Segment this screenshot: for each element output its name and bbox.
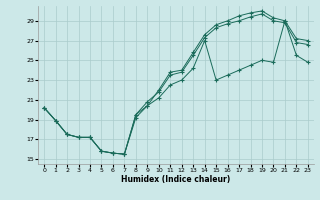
X-axis label: Humidex (Indice chaleur): Humidex (Indice chaleur) xyxy=(121,175,231,184)
